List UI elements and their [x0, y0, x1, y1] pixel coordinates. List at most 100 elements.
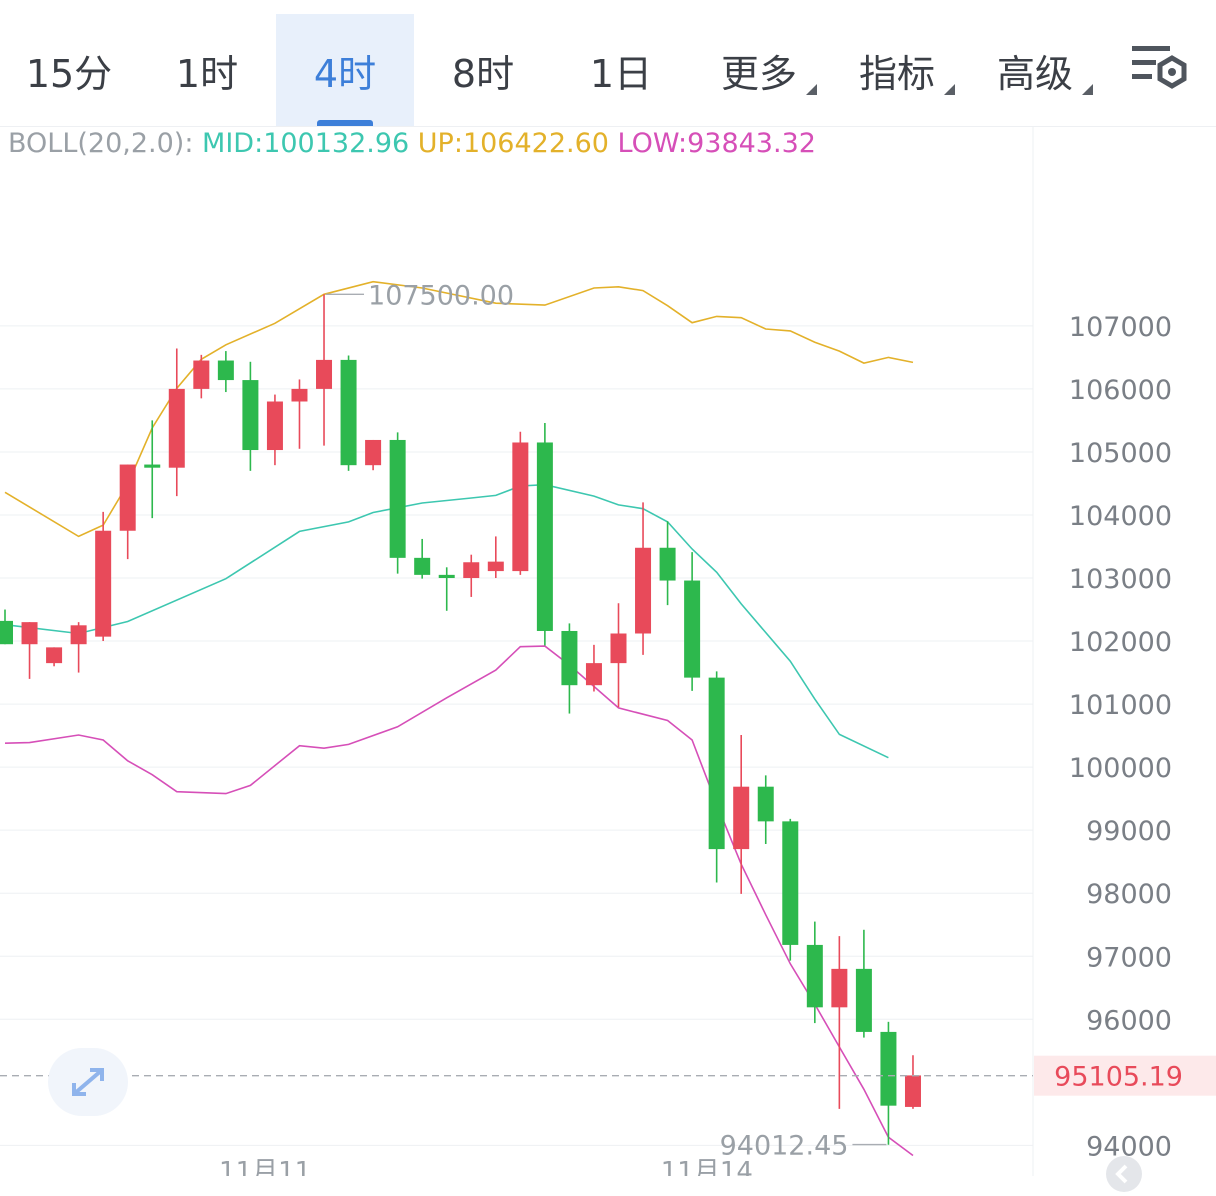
price-tick-label: 107000	[1069, 312, 1172, 343]
candle-body	[561, 630, 578, 686]
price-tick-label: 103000	[1069, 564, 1172, 595]
active-tab-indicator	[317, 120, 373, 126]
candle-bullish	[291, 379, 308, 449]
candle-body	[757, 786, 774, 822]
dropdown-caret-icon	[944, 84, 955, 95]
candle-bullish	[904, 1055, 921, 1109]
tab-indicators[interactable]: 指标	[828, 14, 966, 126]
candle-body	[21, 622, 38, 645]
candle-bearish	[659, 521, 676, 606]
boll-bands	[4, 280, 914, 1157]
candle-bullish	[831, 936, 848, 1109]
candlestick-chart[interactable]: 107000 106000 105000 104000 103000 102000 1010…	[0, 126, 1216, 1176]
low-marker-label: 94012.45	[720, 1131, 849, 1162]
price-tick-label: 97000	[1086, 942, 1172, 973]
candle-body	[119, 464, 136, 531]
scroll-to-latest-button[interactable]	[1106, 1156, 1142, 1192]
boll-up-label: UP:	[417, 128, 463, 159]
tab-1h[interactable]: 1时	[138, 14, 276, 126]
candle-bearish	[806, 921, 823, 1024]
tab-1d[interactable]: 1日	[552, 14, 690, 126]
fullscreen-expand-icon[interactable]	[48, 1048, 128, 1116]
candle-body	[46, 647, 63, 664]
candle-body	[585, 663, 602, 686]
candle-bullish	[512, 431, 529, 575]
candle-bearish	[757, 775, 774, 845]
candle-body	[70, 625, 87, 645]
tab-label: 更多	[720, 51, 797, 96]
candle-bullish	[266, 394, 283, 466]
candle-bullish	[733, 734, 750, 894]
candle-bullish	[46, 647, 63, 667]
tab-label: 8时	[451, 51, 515, 96]
candle-bullish	[168, 348, 185, 497]
boll-lower-line	[4, 645, 914, 1157]
candle-body	[708, 677, 725, 850]
tab-advanced[interactable]: 高级	[966, 14, 1104, 126]
candle-bullish	[119, 464, 136, 560]
tab-label: 指标	[858, 51, 935, 96]
candle-bearish	[708, 671, 725, 883]
candle-body	[266, 401, 283, 451]
candle-bullish	[70, 622, 87, 673]
candle-body	[0, 620, 13, 645]
boll-mid-line	[4, 483, 889, 759]
tab-4h[interactable]: 4时	[276, 14, 414, 126]
boll-indicator-legend: BOLL(20,2.0): MID:100132.96 UP:106422.60…	[8, 128, 816, 159]
candle-bearish	[414, 538, 431, 579]
price-axis: 107000 106000 105000 104000 103000 102000 1010…	[1069, 312, 1172, 1163]
candle-bearish	[880, 1021, 897, 1145]
tab-label: 15分	[25, 51, 113, 96]
time-tick-label: 11月11	[219, 1157, 311, 1176]
candle-body	[340, 359, 357, 466]
chart-annotations: 95105.19 107500.00 94012.45	[0, 280, 1216, 1162]
candle-body	[635, 547, 652, 634]
price-tick-label: 96000	[1086, 1005, 1172, 1036]
candle-body	[536, 442, 553, 631]
timeframe-tab-bar: 15分 1时 4时 8时 1日 更多 指标 高级	[0, 0, 1216, 127]
boll-name: BOLL(20,2.0):	[8, 128, 194, 159]
chart-settings-icon[interactable]	[1128, 40, 1190, 98]
candle-body	[291, 388, 308, 402]
boll-low-label: LOW:	[617, 128, 688, 159]
candle-body	[684, 580, 701, 678]
candle-body	[438, 574, 455, 579]
candle-body	[414, 557, 431, 575]
candle-body	[316, 359, 333, 389]
candles	[0, 294, 921, 1145]
high-marker-label: 107500.00	[368, 280, 514, 311]
candle-bullish	[585, 644, 602, 692]
candle-bullish	[610, 603, 627, 708]
dropdown-caret-icon	[1082, 84, 1093, 95]
candle-bearish	[438, 567, 455, 611]
price-tick-label: 101000	[1069, 690, 1172, 721]
candle-bearish	[0, 609, 13, 645]
candle-bearish	[242, 361, 259, 471]
candle-body	[193, 360, 210, 389]
price-tick-label: 99000	[1086, 816, 1172, 847]
candle-body	[782, 821, 799, 945]
candle-bullish	[635, 502, 652, 655]
tab-label: 1日	[589, 51, 653, 96]
candle-body	[389, 439, 406, 558]
tab-15m[interactable]: 15分	[0, 14, 138, 126]
price-tick-label: 105000	[1069, 438, 1172, 469]
candle-bearish	[782, 818, 799, 961]
boll-up-value: 106422.60	[462, 128, 609, 159]
candle-body	[733, 786, 750, 850]
tab-label: 4时	[313, 51, 377, 96]
candle-body	[95, 530, 112, 637]
current-price-badge	[1034, 1055, 1216, 1096]
price-tick-label: 102000	[1069, 627, 1172, 658]
candle-bullish	[365, 439, 382, 471]
dropdown-caret-icon	[806, 84, 817, 95]
current-price-label: 95105.19	[1054, 1062, 1183, 1093]
candle-bearish	[144, 420, 161, 519]
candle-body	[144, 464, 161, 468]
tab-8h[interactable]: 8时	[414, 14, 552, 126]
candle-body	[610, 633, 627, 664]
price-tick-label: 100000	[1069, 753, 1172, 784]
tab-more[interactable]: 更多	[690, 14, 828, 126]
price-tick-label: 104000	[1069, 501, 1172, 532]
price-tick-label: 106000	[1069, 375, 1172, 406]
